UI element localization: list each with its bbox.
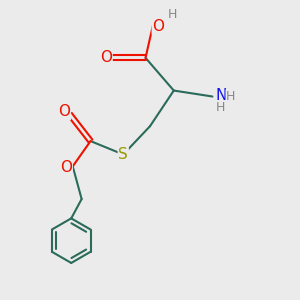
Text: H: H	[226, 90, 236, 103]
Text: O: O	[152, 19, 164, 34]
Text: H: H	[168, 8, 177, 21]
Text: O: O	[100, 50, 112, 65]
Text: N: N	[215, 88, 226, 103]
Text: H: H	[216, 101, 225, 114]
Text: O: O	[58, 104, 70, 119]
Text: O: O	[60, 160, 72, 175]
Text: S: S	[118, 147, 128, 162]
